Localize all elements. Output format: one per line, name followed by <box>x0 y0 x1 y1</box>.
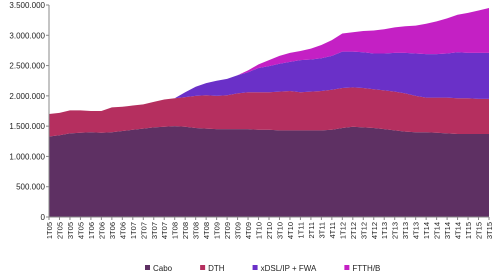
x-tick-label: 1T12 <box>338 222 347 239</box>
legend-swatch <box>145 265 150 270</box>
x-tick-label: 4T07 <box>160 222 169 239</box>
y-tick-label: 500.000 <box>16 183 45 192</box>
area <box>49 51 489 115</box>
x-tick-label: 1T15 <box>464 222 473 239</box>
y-tick-label: 3.000.000 <box>9 31 45 40</box>
x-tick-label: 3T10 <box>275 222 284 239</box>
x-tick-label: 3T06 <box>108 222 117 239</box>
x-tick-label: 2T07 <box>139 222 148 239</box>
x-tick-label: 4T05 <box>76 222 85 239</box>
x-tick-label: 1T10 <box>255 222 264 239</box>
x-tick-label: 1T08 <box>171 222 180 239</box>
x-tick-label: 4T13 <box>412 222 421 239</box>
x-tick-label: 4T08 <box>202 222 211 239</box>
x-tick-label: 2T15 <box>475 222 484 239</box>
x-tick-label: 3T15 <box>485 222 494 239</box>
x-tick-label: 2T12 <box>349 222 358 239</box>
x-tick-label: 3T07 <box>150 222 159 239</box>
x-tick-label: 3T13 <box>401 222 410 239</box>
y-tick-label: 1.000.000 <box>9 152 45 161</box>
x-tick-label: 2T05 <box>55 222 64 239</box>
y-tick-label: 1.500.000 <box>9 122 45 131</box>
x-tick-label: 4T14 <box>454 222 463 239</box>
x-tick-label: 4T10 <box>286 222 295 239</box>
x-tick-label: 2T09 <box>223 222 232 239</box>
x-tick-label: 1T11 <box>296 222 305 239</box>
area <box>49 8 489 115</box>
x-tick-label: 2T13 <box>391 222 400 239</box>
x-tick-label: 2T06 <box>97 222 106 239</box>
x-tick-label: 4T11 <box>328 222 337 239</box>
x-tick-label: 4T12 <box>370 222 379 239</box>
x-tick-label: 1T06 <box>87 222 96 239</box>
legend-swatch <box>252 265 258 270</box>
y-tick-label: 2.000.000 <box>9 92 45 101</box>
x-tick-label: 2T11 <box>307 222 316 239</box>
x-tick-label: 3T12 <box>359 222 368 239</box>
y-tick-label: 2.500.000 <box>9 62 45 71</box>
x-tick-label: 1T13 <box>380 222 389 239</box>
x-tick-label: 1T14 <box>422 222 431 239</box>
legend-label: FTTH/B <box>352 264 380 273</box>
x-tick-label: 2T10 <box>265 222 274 239</box>
x-tick-label: 4T06 <box>118 222 127 239</box>
x-tick-label: 3T09 <box>234 222 243 239</box>
x-tick-label: 3T14 <box>443 222 452 239</box>
legend-swatch <box>344 265 350 270</box>
y-tick-label: 0 <box>41 213 46 222</box>
x-tick-label: 1T09 <box>213 222 222 239</box>
x-tick-label: 3T11 <box>317 222 326 239</box>
x-tick-label: 1T05 <box>45 222 54 239</box>
x-tick-label: 2T08 <box>181 222 190 239</box>
x-tick-label: 1T07 <box>129 222 138 239</box>
y-tick-label: 3.500.000 <box>9 1 45 10</box>
legend-label: Cabo <box>153 264 173 273</box>
x-tick-label: 4T09 <box>244 222 253 239</box>
legend-swatch <box>200 265 206 270</box>
x-tick-label: 3T08 <box>192 222 201 239</box>
legend-label: xDSL/IP + FWA <box>261 264 317 273</box>
area <box>49 87 489 137</box>
x-tick-label: 2T14 <box>433 222 442 239</box>
legend-label: DTH <box>208 264 225 273</box>
area <box>49 126 489 217</box>
x-tick-label: 3T05 <box>66 222 75 239</box>
